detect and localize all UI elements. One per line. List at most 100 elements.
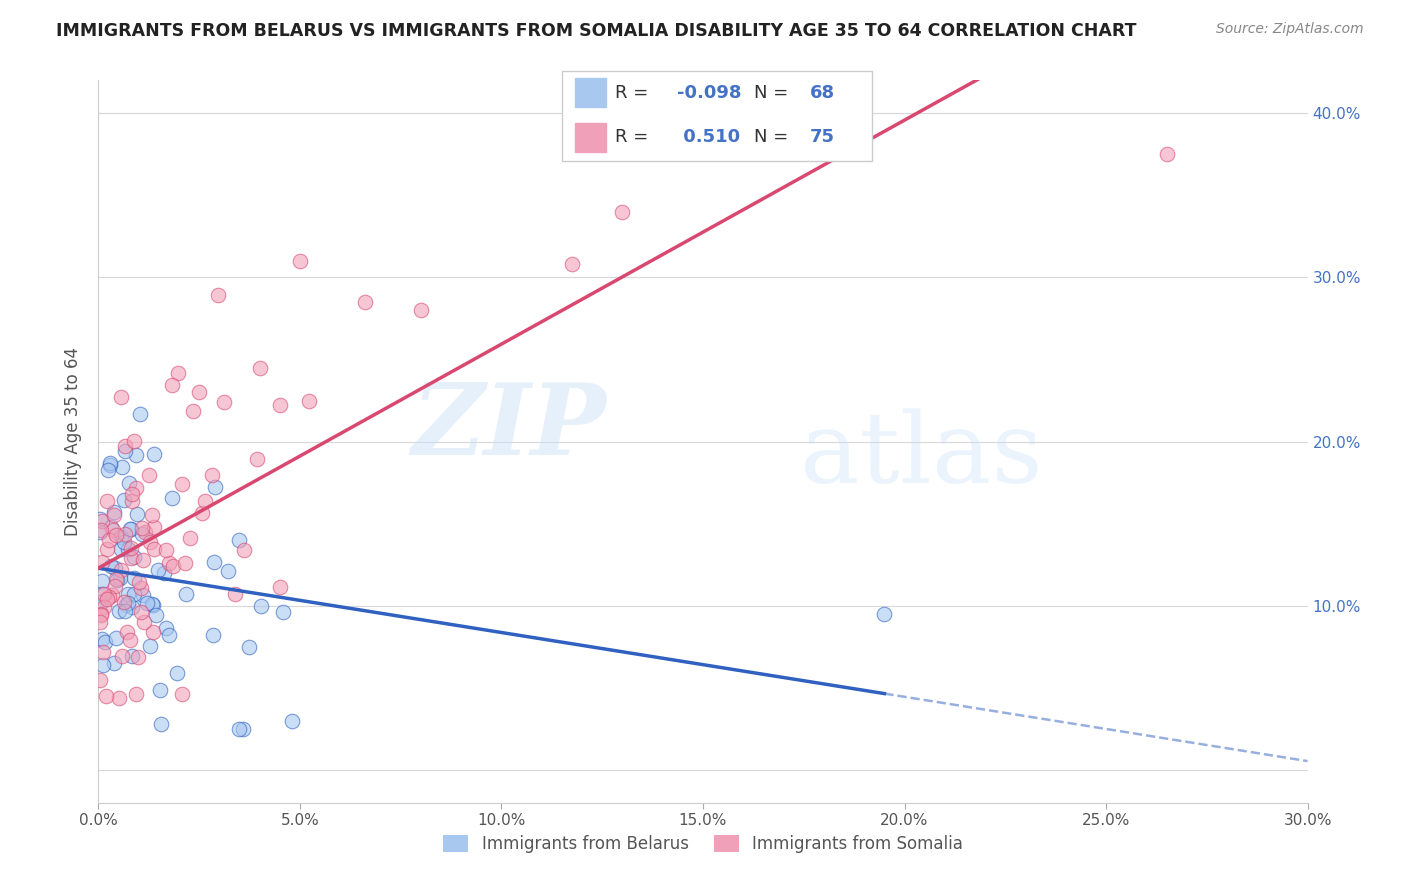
Point <box>90 587 112 601</box>
Point <box>125 481 148 495</box>
Point <box>121 600 143 615</box>
Point <box>269 398 291 412</box>
Point <box>90 595 112 609</box>
Point <box>93 600 115 615</box>
Point <box>132 588 155 602</box>
Point <box>249 360 271 375</box>
Point <box>228 722 250 736</box>
Point <box>160 491 183 505</box>
Point <box>142 625 165 640</box>
Point <box>143 541 166 556</box>
Point <box>89 673 111 688</box>
Text: Source: ZipAtlas.com: Source: ZipAtlas.com <box>1216 22 1364 37</box>
Point <box>214 395 236 409</box>
Point <box>98 591 121 605</box>
Point <box>105 527 128 541</box>
Point <box>1156 147 1178 161</box>
Point <box>118 522 141 536</box>
Point <box>114 444 136 458</box>
Point <box>91 632 114 647</box>
Point <box>561 257 583 271</box>
Point <box>90 607 112 622</box>
Point <box>105 632 128 646</box>
Point <box>117 542 139 557</box>
Point <box>232 722 254 736</box>
Point <box>134 524 156 539</box>
Point <box>120 551 142 566</box>
Point <box>188 385 211 400</box>
Point <box>122 587 145 601</box>
Point <box>194 494 217 508</box>
Point <box>238 640 260 654</box>
Point <box>127 650 149 665</box>
Point <box>96 541 118 556</box>
Point <box>117 624 139 639</box>
Point <box>98 458 121 472</box>
Point <box>166 666 188 681</box>
Point <box>90 523 112 537</box>
Point <box>155 621 177 635</box>
Point <box>124 571 146 585</box>
Point <box>201 468 224 483</box>
Point <box>100 588 122 602</box>
Point <box>120 523 142 537</box>
Point <box>228 533 250 547</box>
Point <box>121 493 143 508</box>
Point <box>110 459 132 474</box>
Text: 68: 68 <box>810 84 835 102</box>
Point <box>125 687 148 701</box>
Bar <box>575 123 606 152</box>
Point <box>121 487 143 501</box>
Text: N =: N = <box>754 128 789 146</box>
Text: R =: R = <box>614 128 654 146</box>
Point <box>139 639 162 653</box>
Point <box>136 596 159 610</box>
Point <box>114 527 136 541</box>
Point <box>93 587 115 601</box>
Point <box>90 607 112 622</box>
Point <box>112 492 135 507</box>
Point <box>128 407 150 421</box>
Point <box>132 615 155 629</box>
Text: R =: R = <box>614 84 654 102</box>
Point <box>114 604 136 618</box>
Point <box>176 587 198 601</box>
Point <box>96 494 118 508</box>
Point <box>149 717 172 731</box>
Point <box>204 556 226 570</box>
Point <box>142 598 165 612</box>
Point <box>91 645 114 659</box>
Point <box>132 553 155 567</box>
Text: IMMIGRANTS FROM BELARUS VS IMMIGRANTS FROM SOMALIA DISABILITY AGE 35 TO 64 CORRE: IMMIGRANTS FROM BELARUS VS IMMIGRANTS FR… <box>56 22 1136 40</box>
Point <box>91 657 114 672</box>
Point <box>271 605 294 619</box>
Point <box>207 288 229 302</box>
Text: ZIP: ZIP <box>412 379 606 475</box>
Legend: Immigrants from Belarus, Immigrants from Somalia: Immigrants from Belarus, Immigrants from… <box>436 828 970 860</box>
Point <box>162 378 184 392</box>
Point <box>249 599 271 614</box>
Point <box>148 563 170 577</box>
Point <box>173 556 195 570</box>
Point <box>89 524 111 539</box>
Point <box>103 505 125 519</box>
Point <box>108 691 131 706</box>
Point <box>115 598 138 612</box>
Point <box>118 633 141 648</box>
Point <box>117 587 139 601</box>
Point <box>98 456 121 470</box>
Point <box>97 533 120 547</box>
Point <box>138 468 160 483</box>
Point <box>111 648 134 663</box>
Point <box>149 682 172 697</box>
Point <box>112 595 135 609</box>
Point <box>201 627 224 641</box>
Point <box>246 451 269 466</box>
Point <box>129 605 152 619</box>
Point <box>103 657 125 671</box>
Point <box>167 367 190 381</box>
Point <box>172 477 194 491</box>
Point <box>139 534 162 549</box>
Point <box>224 587 246 601</box>
Point <box>157 628 180 642</box>
